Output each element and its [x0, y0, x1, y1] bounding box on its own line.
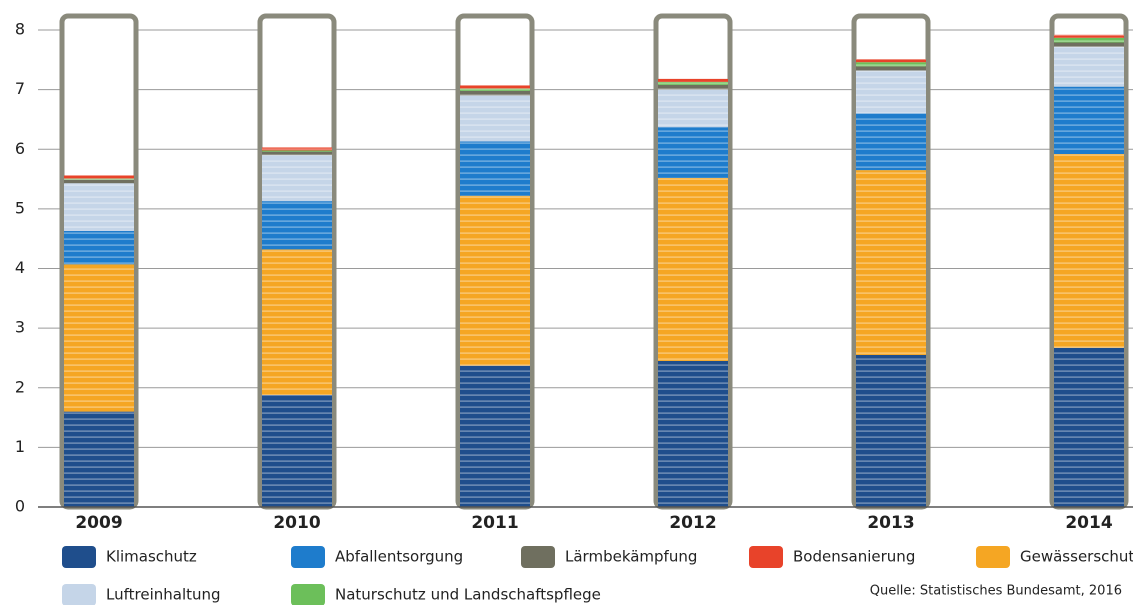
y-tick-label: 5 — [15, 198, 25, 217]
legend-label: Luftreinhaltung — [106, 586, 221, 604]
bar-texture — [1054, 34, 1124, 508]
legend-swatch — [976, 546, 1010, 568]
y-tick-label: 1 — [15, 437, 25, 456]
y-tick-label: 3 — [15, 318, 25, 337]
x-tick-label: 2009 — [75, 513, 122, 533]
legend-label: Bodensanierung — [793, 548, 915, 566]
bar-texture — [658, 78, 728, 507]
bar-texture — [856, 59, 926, 508]
bar-texture — [64, 175, 134, 508]
legend-label: Gewässerschutz — [1020, 548, 1133, 566]
x-tick-label: 2014 — [1065, 513, 1112, 533]
y-tick-label: 2 — [15, 377, 25, 396]
legend-label: Abfallentsorgung — [335, 548, 463, 566]
x-tick-label: 2012 — [669, 513, 716, 533]
y-tick-label: 8 — [15, 20, 25, 39]
y-tick-label: 7 — [15, 79, 25, 98]
legend-label: Lärmbekämpfung — [565, 548, 697, 566]
legend-label: Klimaschutz — [106, 548, 197, 566]
x-tick-label: 2010 — [273, 513, 320, 533]
bar-texture — [262, 147, 332, 507]
bar-texture — [460, 85, 530, 508]
legend-swatch — [62, 546, 96, 568]
legend-label: Naturschutz und Landschaftspflege — [335, 586, 601, 604]
legend-swatch — [62, 584, 96, 605]
source-note: Quelle: Statistisches Bundesamt, 2016 — [870, 584, 1122, 599]
x-tick-label: 2011 — [471, 513, 518, 533]
x-tick-label: 2013 — [867, 513, 914, 533]
y-tick-label: 4 — [15, 258, 25, 277]
legend-swatch — [291, 584, 325, 605]
legend-swatch — [749, 546, 783, 568]
y-tick-label: 6 — [15, 139, 25, 158]
legend-swatch — [521, 546, 555, 568]
y-tick-label: 0 — [15, 497, 25, 516]
legend-swatch — [291, 546, 325, 568]
